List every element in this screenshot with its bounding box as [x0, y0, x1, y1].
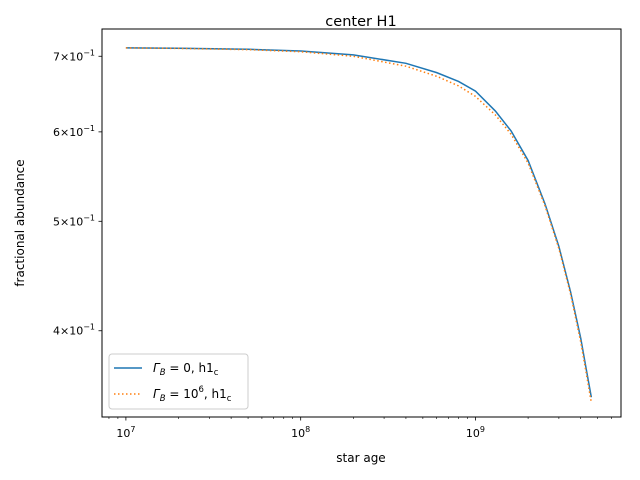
legend-subscript: c	[214, 368, 219, 378]
x-tick-exponent: 7	[130, 425, 135, 434]
y-tick-label: 4×10−1	[53, 323, 95, 338]
x-tick-exponent: 8	[305, 425, 310, 434]
y-tick-mantissa: 5	[53, 215, 60, 228]
legend-box	[108, 353, 249, 410]
x-tick-label: 108	[291, 425, 310, 440]
y-tick-times: ×	[60, 325, 69, 338]
x-tick-base: 10	[291, 427, 305, 440]
x-tick-label: 107	[116, 425, 135, 440]
y-tick-base: 10	[69, 50, 83, 63]
y-tick-base: 10	[69, 126, 83, 139]
y-tick-label: 5×10−1	[53, 213, 95, 228]
legend-label-series-2: ΓB = 106, h1c	[153, 385, 232, 404]
x-tick-base: 10	[466, 427, 480, 440]
y-tick-exponent: −1	[83, 213, 95, 222]
y-tick-base: 10	[69, 215, 83, 228]
y-tick-label: 7×10−1	[53, 48, 95, 63]
y-tick-exponent: −1	[83, 124, 95, 133]
x-tick-base: 10	[116, 427, 130, 440]
series-line-1	[125, 47, 593, 398]
y-tick-mantissa: 6	[53, 126, 60, 139]
legend-superscript: 6	[198, 385, 203, 395]
x-axis-label: star age	[336, 451, 385, 465]
x-axis-ticks: 107 108 109	[108, 417, 612, 440]
x-tick-exponent: 9	[480, 425, 485, 434]
legend: ΓB = 0, h1c ΓB = 106, h1c	[108, 353, 249, 410]
y-tick-times: ×	[60, 126, 69, 139]
y-axis-ticks: 7×10−16×10−15×10−14×10−1	[53, 48, 102, 338]
y-tick-base: 10	[69, 325, 83, 338]
y-tick-label: 6×10−1	[53, 124, 95, 139]
y-tick-times: ×	[60, 215, 69, 228]
legend-subscript: c	[227, 394, 232, 404]
legend-subscript: B	[160, 368, 166, 378]
legend-text: , h1	[204, 387, 227, 401]
chart-title: center H1	[325, 14, 396, 30]
y-tick-exponent: −1	[83, 323, 95, 332]
y-axis-label: fractional abundance	[13, 159, 27, 286]
y-tick-times: ×	[60, 50, 69, 63]
legend-symbol: Γ	[153, 361, 161, 375]
series-line-2	[125, 47, 593, 403]
x-tick-label: 109	[466, 425, 485, 440]
legend-symbol: Γ	[153, 387, 161, 401]
legend-subscript: B	[160, 394, 166, 404]
y-tick-mantissa: 4	[53, 325, 60, 338]
legend-text: = 10	[166, 387, 199, 401]
series-lines	[125, 47, 593, 403]
legend-label-series-1: ΓB = 0, h1c	[153, 361, 219, 378]
y-tick-exponent: −1	[83, 48, 95, 57]
legend-text: = 0, h1	[166, 361, 214, 375]
axes-frame	[101, 28, 622, 418]
y-tick-mantissa: 7	[53, 50, 60, 63]
